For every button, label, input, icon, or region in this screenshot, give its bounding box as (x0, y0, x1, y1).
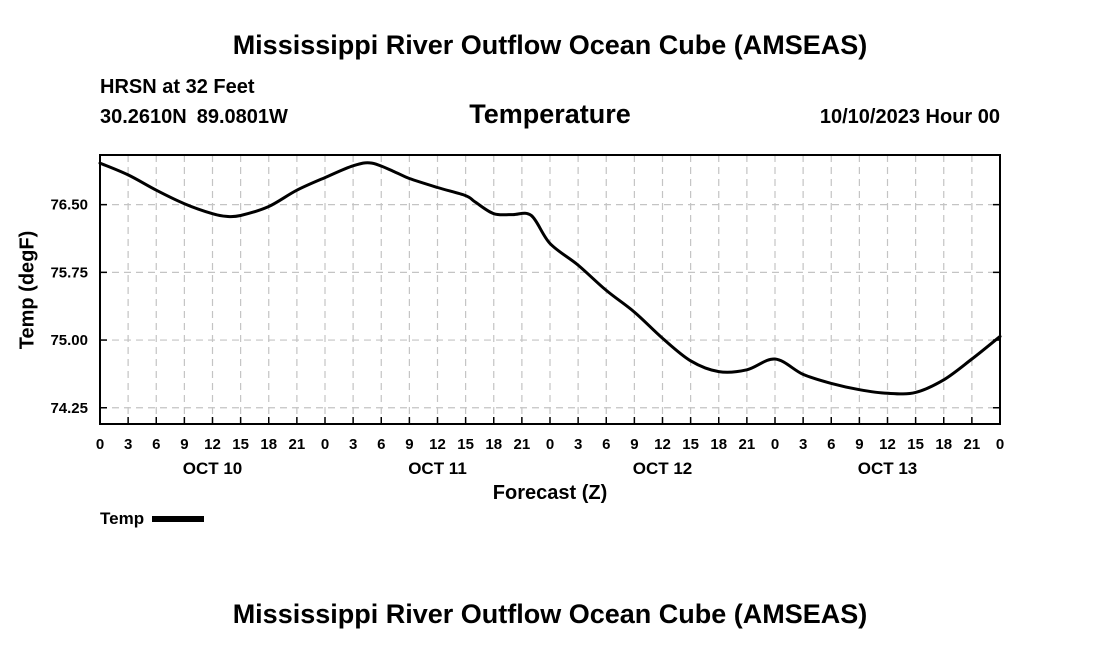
x-tick-label: 9 (180, 436, 188, 453)
legend-label: Temp (100, 509, 145, 528)
longitude: 89.0801W (196, 106, 288, 128)
x-tick-label: 12 (429, 436, 446, 453)
x-tick-label: 12 (879, 436, 896, 453)
x-tick-label: 15 (907, 436, 924, 453)
x-tick-label: 21 (739, 436, 756, 453)
day-label: OCT 13 (858, 459, 918, 478)
x-tick-label: 21 (964, 436, 981, 453)
x-tick-label: 9 (405, 436, 413, 453)
x-tick-label: 6 (602, 436, 610, 453)
x-tick-label: 3 (799, 436, 807, 453)
y-tick-label: 75.75 (50, 264, 88, 281)
x-tick-label: 18 (710, 436, 727, 453)
x-tick-label: 0 (321, 436, 329, 453)
latitude: 30.2610N (100, 106, 187, 128)
x-tick-label: 12 (204, 436, 221, 453)
forecast-datetime: 10/10/2023 Hour 00 (819, 106, 1000, 128)
plot-frame (99, 154, 1001, 425)
day-label: OCT 11 (408, 459, 467, 478)
x-tick-label: 3 (124, 436, 132, 453)
main-title: Mississippi River Outflow Ocean Cube (AM… (232, 30, 868, 60)
legend-line-swatch (152, 516, 205, 522)
coordinates: 30.2610N 89.0801W (100, 106, 298, 129)
x-tick-label: 18 (935, 436, 952, 453)
y-tick-label: 74.25 (50, 400, 88, 417)
footer-title: Mississippi River Outflow Ocean Cube (AM… (232, 599, 868, 629)
x-tick-label: 9 (855, 436, 863, 453)
x-tick-label: 21 (514, 436, 531, 453)
x-tick-label: 12 (654, 436, 671, 453)
x-tick-label: 15 (457, 436, 474, 453)
x-tick-label: 15 (232, 436, 249, 453)
day-label: OCT 10 (183, 459, 243, 478)
chart-title: Temperature (469, 99, 631, 129)
x-tick-label: 6 (827, 436, 835, 453)
day-label: OCT 12 (633, 459, 693, 478)
x-tick-label: 6 (152, 436, 160, 453)
x-tick-label: 18 (260, 436, 277, 453)
legend: Temp (100, 509, 205, 529)
y-axis-label: Temp (degF) (16, 230, 39, 350)
y-tick-label: 75.00 (50, 332, 88, 349)
x-axis-label: Forecast (Z) (492, 482, 608, 504)
x-tick-label: 0 (96, 436, 104, 453)
x-tick-label: 3 (574, 436, 582, 453)
x-tick-label: 9 (630, 436, 638, 453)
y-tick-label: 76.50 (50, 197, 88, 214)
x-tick-label: 0 (771, 436, 779, 453)
x-tick-label: 3 (349, 436, 357, 453)
x-tick-label: 0 (996, 436, 1004, 453)
x-tick-label: 21 (289, 436, 306, 453)
x-tick-label: 0 (546, 436, 554, 453)
station-label: HRSN at 32 Feet (100, 76, 255, 98)
x-tick-label: 6 (377, 436, 385, 453)
temp-series-line (98, 161, 1002, 396)
x-tick-label: 18 (485, 436, 502, 453)
x-tick-label: 15 (682, 436, 699, 453)
